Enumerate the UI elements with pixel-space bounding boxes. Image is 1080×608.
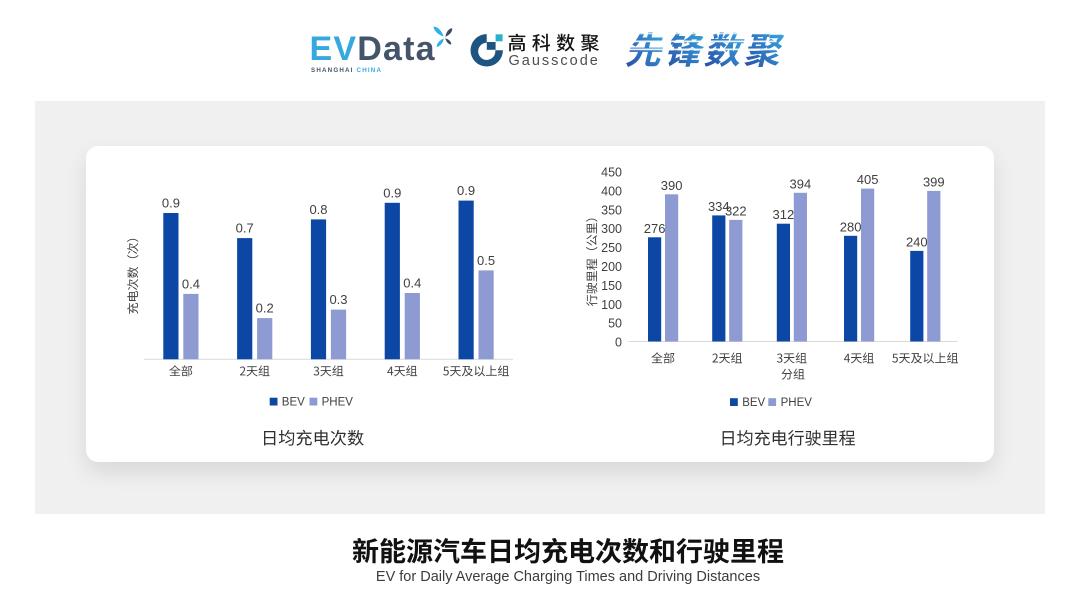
svg-text:300: 300 xyxy=(601,222,622,236)
svg-text:0.7: 0.7 xyxy=(236,221,254,236)
svg-text:BEV: BEV xyxy=(742,397,765,409)
svg-text:0.4: 0.4 xyxy=(403,276,421,291)
svg-text:0.9: 0.9 xyxy=(162,196,180,211)
svg-text:BEV: BEV xyxy=(282,397,305,409)
svg-text:390: 390 xyxy=(661,178,683,193)
svg-text:350: 350 xyxy=(601,203,622,217)
svg-text:100: 100 xyxy=(601,298,622,312)
svg-text:0.5: 0.5 xyxy=(477,253,495,268)
svg-text:200: 200 xyxy=(601,260,622,274)
svg-text:450: 450 xyxy=(601,166,622,180)
svg-text:0: 0 xyxy=(615,336,622,350)
svg-text:0.3: 0.3 xyxy=(329,292,347,307)
svg-text:0.2: 0.2 xyxy=(256,301,274,316)
svg-text:0.4: 0.4 xyxy=(182,276,200,291)
svg-text:150: 150 xyxy=(601,279,622,293)
svg-text:400: 400 xyxy=(601,185,622,199)
svg-text:PHEV: PHEV xyxy=(322,397,354,409)
svg-text:280: 280 xyxy=(840,219,862,234)
svg-text:PHEV: PHEV xyxy=(781,397,813,409)
svg-text:50: 50 xyxy=(608,317,622,331)
svg-text:312: 312 xyxy=(773,207,795,222)
svg-text:0.8: 0.8 xyxy=(309,202,327,217)
svg-text:276: 276 xyxy=(644,221,666,236)
svg-text:334: 334 xyxy=(708,199,730,214)
svg-text:0.9: 0.9 xyxy=(457,183,475,198)
svg-text:399: 399 xyxy=(923,174,945,189)
svg-text:0.9: 0.9 xyxy=(383,185,401,200)
svg-text:250: 250 xyxy=(601,241,622,255)
svg-text:405: 405 xyxy=(857,172,879,187)
svg-text:394: 394 xyxy=(790,176,812,191)
svg-text:322: 322 xyxy=(725,203,747,218)
svg-text:240: 240 xyxy=(906,234,928,249)
